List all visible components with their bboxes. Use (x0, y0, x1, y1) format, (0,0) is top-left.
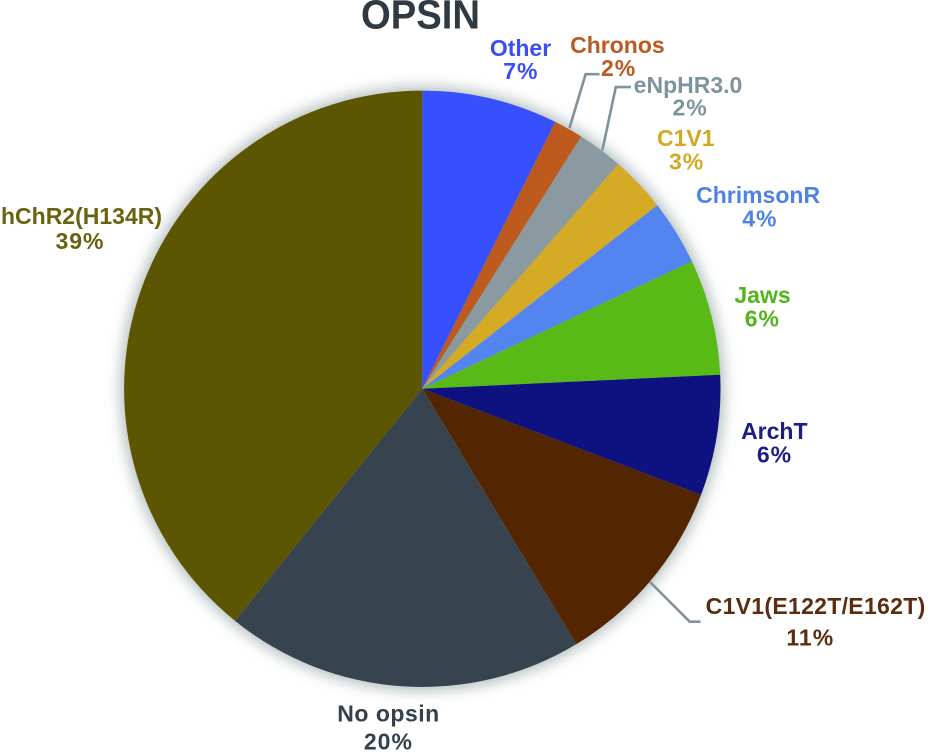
svg-text:6%: 6% (757, 441, 792, 467)
svg-text:C1V1: C1V1 (657, 125, 715, 151)
svg-text:6%: 6% (745, 305, 780, 331)
svg-text:7%: 7% (503, 58, 538, 84)
svg-text:11%: 11% (786, 625, 834, 651)
svg-text:Other: Other (490, 35, 551, 61)
svg-text:2%: 2% (672, 94, 707, 120)
svg-text:No opsin: No opsin (337, 701, 439, 727)
svg-text:4%: 4% (742, 205, 777, 231)
svg-text:2%: 2% (601, 55, 636, 81)
svg-text:39%: 39% (55, 228, 104, 254)
svg-text:hChR2(H134R): hChR2(H134R) (1, 203, 162, 229)
svg-text:3%: 3% (669, 149, 704, 175)
svg-text:20%: 20% (364, 729, 413, 752)
svg-text:ChrimsonR: ChrimsonR (696, 182, 820, 208)
svg-text:C1V1(E122T/E162T): C1V1(E122T/E162T) (706, 593, 926, 619)
svg-text:Chronos: Chronos (570, 32, 665, 58)
svg-text:Jaws: Jaws (734, 282, 790, 308)
svg-text:OPSIN: OPSIN (361, 0, 480, 37)
svg-text:ArchT: ArchT (741, 418, 807, 444)
svg-text:eNpHR3.0: eNpHR3.0 (634, 72, 743, 98)
